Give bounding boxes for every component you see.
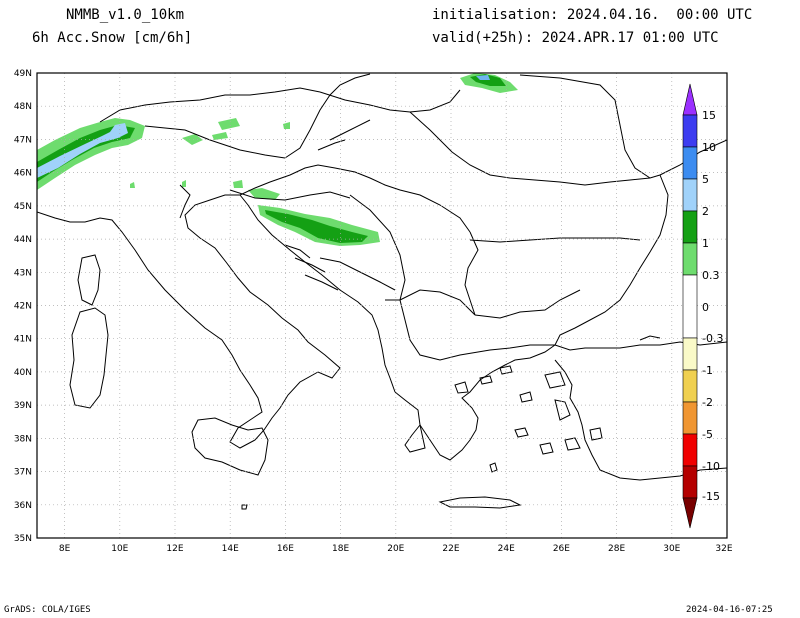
legend-box-1-2 — [682, 210, 698, 244]
legend-label: 1 — [702, 237, 709, 250]
legend-label: 0.3 — [702, 269, 720, 282]
lat-label: 39N — [14, 401, 32, 411]
lat-label: 38N — [14, 434, 32, 444]
lon-label: 16E — [277, 544, 294, 554]
lat-label: 49N — [14, 69, 32, 79]
legend-label: -10 — [702, 460, 720, 473]
map-frame — [36, 72, 728, 539]
gridlines — [37, 73, 727, 538]
legend-label: 5 — [702, 173, 709, 186]
legend-label: -5 — [702, 428, 713, 441]
map-outlines — [37, 73, 727, 510]
lat-axis: 49N 48N 47N 46N 45N 44N 43N 42N 41N 40N … — [14, 69, 32, 544]
color-legend — [682, 83, 698, 529]
lon-label: 18E — [332, 544, 349, 554]
legend-labels: 15 10 5 2 1 0.3 0 -0.3 -1 -2 -5 -10 -15 — [702, 109, 723, 503]
lon-label: 28E — [608, 544, 625, 554]
lon-label: 24E — [498, 544, 515, 554]
lon-label: 12E — [166, 544, 183, 554]
lon-label: 8E — [59, 544, 71, 554]
lon-label: 26E — [553, 544, 570, 554]
legend-label: -15 — [702, 490, 720, 503]
legend-arrow-bottom — [682, 497, 698, 529]
legend-box-10-15 — [682, 114, 698, 148]
lon-label: 10E — [111, 544, 128, 554]
snow-patch-eastern-alps — [182, 134, 203, 145]
legend-box-neg03 — [682, 337, 698, 371]
legend-box-2-5 — [682, 178, 698, 212]
field-title: 6h Acc.Snow [cm/6h] — [32, 30, 193, 46]
lat-label: 47N — [14, 135, 32, 145]
legend-box-03-1 — [682, 242, 698, 276]
legend-box-neg5 — [682, 433, 698, 467]
lat-label: 42N — [14, 302, 32, 312]
snow-field — [37, 73, 518, 246]
lon-axis: 8E 10E 12E 14E 16E 18E 20E 22E 24E 26E 2… — [59, 544, 733, 554]
lat-label: 44N — [14, 235, 32, 245]
legend-label: 0 — [702, 301, 709, 314]
lon-label: 20E — [387, 544, 404, 554]
lon-label: 32E — [715, 544, 732, 554]
lat-label: 40N — [14, 368, 32, 378]
model-title: NMMB_v1.0_10km — [66, 7, 185, 23]
legend-box-zero — [682, 274, 698, 339]
legend-label: 2 — [702, 205, 709, 218]
legend-box-neg1 — [682, 369, 698, 403]
lat-label: 48N — [14, 102, 32, 112]
legend-label: 15 — [702, 109, 716, 122]
lon-label: 30E — [663, 544, 680, 554]
valid-time: valid(+25h): 2024.APR.17 01:00 UTC — [432, 30, 719, 46]
lat-label: 45N — [14, 202, 32, 212]
lat-label: 41N — [14, 335, 32, 345]
snow-patch-dinaric — [233, 180, 243, 188]
legend-box-neg2 — [682, 401, 698, 435]
timestamp-text: 2024-04-16-07:25 — [686, 605, 773, 615]
lon-label: 22E — [442, 544, 459, 554]
lat-label: 37N — [14, 468, 32, 478]
legend-label: -0.3 — [702, 332, 723, 345]
legend-box-5-10 — [682, 146, 698, 180]
init-time: initialisation: 2024.04.16. 00:00 UTC — [432, 7, 753, 23]
legend-arrow-top — [682, 83, 698, 116]
lat-label: 35N — [14, 534, 32, 544]
legend-label: -2 — [702, 396, 713, 409]
credit-text: GrADS: COLA/IGES — [4, 605, 91, 615]
legend-label: -1 — [702, 364, 713, 377]
lat-label: 43N — [14, 268, 32, 278]
legend-label: 10 — [702, 141, 716, 154]
lat-label: 36N — [14, 501, 32, 511]
lat-label: 46N — [14, 169, 32, 179]
legend-box-neg10 — [682, 465, 698, 499]
snow-patch-alps-heavy — [37, 123, 128, 178]
lon-label: 14E — [222, 544, 239, 554]
